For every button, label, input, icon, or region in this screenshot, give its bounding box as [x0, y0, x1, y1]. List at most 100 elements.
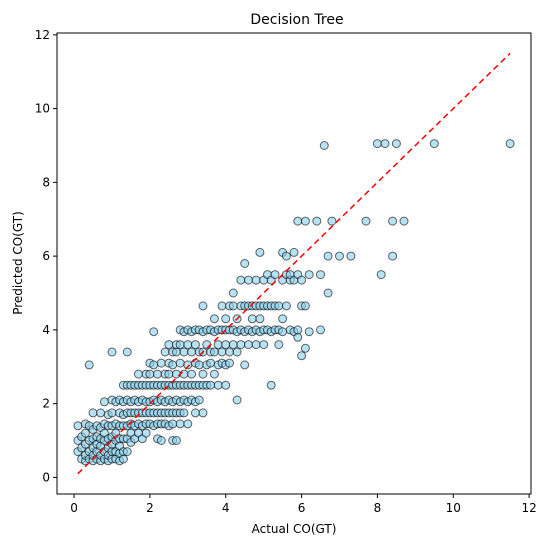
data-point	[376, 270, 386, 280]
data-point	[251, 340, 261, 350]
data-point	[198, 408, 208, 418]
x-tick-label: 12	[521, 501, 536, 515]
y-tick-label: 4	[42, 323, 50, 337]
data-point	[213, 380, 223, 390]
data-point	[145, 369, 155, 379]
data-point	[228, 301, 238, 311]
data-point	[183, 340, 193, 350]
data-point	[293, 332, 303, 342]
data-point	[171, 436, 181, 445]
data-point	[217, 301, 227, 311]
y-tick-label: 0	[42, 470, 50, 484]
data-point	[244, 275, 253, 285]
data-point	[228, 288, 238, 298]
data-point	[175, 358, 185, 368]
data-point	[221, 314, 231, 324]
data-point	[388, 216, 398, 226]
data-point	[187, 369, 197, 379]
data-point	[190, 408, 200, 418]
data-point	[225, 358, 234, 368]
data-point	[316, 270, 325, 280]
data-point	[88, 408, 98, 418]
data-point	[300, 216, 310, 226]
y-tick-label: 2	[42, 397, 50, 411]
data-point	[153, 369, 162, 379]
data-point	[213, 340, 223, 350]
data-point	[164, 340, 174, 350]
y-tick-label: 12	[35, 28, 50, 42]
data-point	[168, 419, 178, 429]
data-point	[118, 454, 128, 464]
data-point	[278, 314, 288, 324]
data-point	[274, 301, 284, 311]
data-point	[270, 270, 280, 280]
data-point	[399, 216, 409, 226]
data-point	[206, 380, 216, 390]
data-point	[300, 343, 310, 353]
data-point	[209, 347, 219, 357]
data-point	[122, 447, 132, 457]
data-point	[232, 395, 242, 405]
data-point	[236, 340, 246, 350]
data-point	[179, 347, 189, 357]
data-point	[198, 301, 208, 311]
data-point	[149, 327, 159, 337]
data-point	[179, 408, 189, 418]
data-point	[293, 325, 303, 335]
data-point	[96, 408, 106, 418]
data-point	[259, 340, 269, 350]
x-axis-title: Actual CO(GT)	[252, 522, 337, 536]
data-point	[372, 139, 382, 149]
data-point	[209, 314, 219, 324]
data-point	[228, 340, 238, 350]
data-point	[327, 216, 337, 226]
data-point	[232, 347, 242, 357]
x-tick-label: 8	[374, 501, 382, 515]
data-point	[335, 251, 344, 261]
data-point	[156, 436, 166, 445]
data-point	[194, 395, 204, 405]
x-tick-label: 2	[146, 501, 154, 515]
data-point	[319, 141, 329, 150]
data-point	[84, 360, 94, 370]
data-point	[388, 251, 398, 261]
data-point	[289, 247, 299, 257]
data-point	[346, 251, 356, 261]
data-point	[251, 275, 261, 285]
data-point	[164, 369, 174, 379]
data-point	[198, 369, 208, 379]
y-tick-label: 6	[42, 249, 50, 263]
y-tick-label: 8	[42, 175, 50, 189]
y-axis-ticks: 0 2 4 6 8 10 12	[35, 28, 57, 484]
data-point	[206, 358, 216, 368]
data-point	[225, 347, 234, 357]
data-point	[293, 216, 303, 226]
data-point	[297, 351, 307, 361]
data-point	[156, 358, 166, 368]
data-point	[107, 408, 117, 418]
data-point	[221, 340, 231, 350]
data-point	[255, 247, 265, 257]
data-point	[300, 301, 310, 311]
data-point	[134, 369, 143, 379]
data-point	[240, 259, 250, 268]
data-point	[505, 139, 515, 149]
data-point	[391, 139, 401, 149]
data-point	[380, 139, 390, 149]
reference-line	[77, 52, 511, 475]
data-point	[168, 360, 178, 370]
data-point	[316, 325, 325, 335]
data-point	[304, 270, 314, 280]
data-point	[221, 380, 231, 390]
data-point	[281, 251, 291, 261]
data-point	[73, 421, 83, 431]
data-point	[304, 327, 314, 337]
data-point	[312, 216, 322, 226]
y-axis-title: Predicted CO(GT)	[11, 211, 25, 315]
data-point	[281, 301, 291, 311]
data-point	[190, 340, 200, 350]
x-tick-label: 4	[222, 501, 230, 515]
plot-frame	[56, 32, 532, 495]
data-point	[80, 428, 90, 438]
